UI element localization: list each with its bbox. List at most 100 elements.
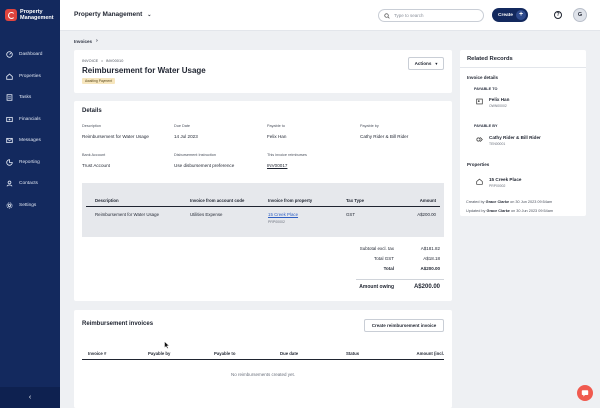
properties-heading: Properties: [467, 162, 490, 167]
gst-row: Total GST A$18.18: [312, 253, 440, 263]
breadcrumb-invoices[interactable]: Invoices: [74, 38, 93, 44]
actions-button[interactable]: Actions ▾: [408, 57, 444, 70]
cell-tax-type: GST: [346, 212, 356, 217]
app-switcher[interactable]: Property Management ⌄: [74, 11, 151, 18]
chevron-left-icon: ‹: [28, 394, 32, 401]
field-label: Due Date: [174, 124, 191, 128]
audit-user: Grace Clarke: [486, 209, 510, 213]
create-button-label: Create: [498, 12, 513, 18]
related-property[interactable]: 15 Creek Place PRP00002: [476, 177, 521, 188]
divider: [356, 279, 444, 280]
search-placeholder: Type to search: [394, 13, 424, 18]
column-header: Amount (incl.: [416, 351, 444, 356]
sidebar-item-label: Settings: [19, 202, 37, 208]
reimbursement-invoices-card: Reimbursement invoices Create reimbursem…: [74, 310, 452, 408]
sidebar-item-tasks[interactable]: Tasks: [0, 87, 60, 109]
payable-to-label: PAYABLE TO: [474, 87, 498, 91]
sidebar-item-contacts[interactable]: Contacts: [0, 173, 60, 195]
sidebar-item-messages[interactable]: Messages: [0, 130, 60, 152]
field-value: Reimbursement for Water Usage: [82, 134, 149, 139]
tasks-icon: [6, 94, 13, 101]
financials-icon: [6, 116, 13, 123]
audit-prefix: Updated by: [466, 209, 486, 213]
audit-prefix: Created by: [466, 200, 485, 204]
related-code: TEN00001: [489, 142, 506, 146]
invoice-type: INVOICE: [82, 59, 99, 63]
related-name: 15 Creek Place: [489, 177, 522, 182]
field-value: Use disbursement preference: [174, 163, 235, 168]
field-label: Description: [82, 124, 101, 128]
related-records-heading: Related Records: [467, 56, 513, 62]
reimbursements-table: Invoice # Payable by Payable to Due date…: [82, 348, 444, 360]
updated-by-text: Updated by Grace Clarke on 30 Jun 2023 0…: [466, 209, 553, 213]
contacts-icon: [6, 180, 13, 187]
related-payable-to[interactable]: Felix Han OWN00002: [476, 97, 509, 108]
column-header: Description: [95, 198, 119, 203]
sidebar-item-financials[interactable]: Financials: [0, 109, 60, 131]
audit-user: Grace Clarke: [485, 200, 510, 204]
sidebar-item-dashboard[interactable]: Dashboard: [0, 44, 60, 66]
dashboard-icon: [6, 51, 13, 58]
messages-icon: [6, 137, 13, 144]
sidebar-item-properties[interactable]: Properties: [0, 66, 60, 88]
avatar[interactable]: G: [573, 8, 587, 22]
create-button[interactable]: Create +: [492, 8, 528, 22]
column-header: Payable to: [214, 351, 236, 356]
audit-timestamp: on 30 Jun 2023 09:54am: [510, 209, 553, 213]
sidebar-item-reporting[interactable]: Reporting: [0, 152, 60, 174]
app-title: Property Management: [74, 11, 143, 18]
subtotal-label: Subtotal excl. tax: [359, 245, 394, 251]
column-header: Tax Type: [346, 198, 364, 203]
table-header: Invoice # Payable by Payable to Due date…: [82, 348, 444, 360]
sidebar-nav: Dashboard Properties Tasks Financials Me…: [0, 44, 60, 216]
home-icon: [6, 73, 13, 80]
sidebar-item-label: Financials: [19, 116, 41, 122]
related-payable-by[interactable]: Cathy Rider & Bill Rider TEN00001: [476, 135, 541, 146]
home-icon: [476, 178, 483, 185]
field-label: Payable to: [267, 124, 285, 128]
reimbursed-invoice-link[interactable]: INV00017: [267, 163, 288, 168]
cell-account-code: Utilities Expense: [190, 212, 223, 217]
field-bank-account: Bank Account Trust Account: [82, 153, 110, 168]
related-name: Felix Han: [489, 97, 510, 102]
related-records-card: Related Records Invoice details PAYABLE …: [460, 50, 586, 216]
collapse-sidebar-button[interactable]: ‹: [0, 387, 60, 408]
related-code: PRP00002: [489, 184, 506, 188]
cell-description: Reimbursement for Water Usage: [95, 212, 160, 217]
column-header: Payable by: [148, 351, 171, 356]
total-label: Total: [383, 265, 394, 271]
sidebar-item-settings[interactable]: Settings: [0, 195, 60, 217]
property-code: PRP00002: [268, 220, 285, 224]
top-bar: Property Management ⌄ Type to search Cre…: [60, 0, 600, 31]
totals: Subtotal excl. tax A$181.82 Total GST A$…: [312, 243, 440, 273]
contact-card-icon: [476, 98, 483, 105]
brand-logo[interactable]: Property Management: [5, 9, 54, 21]
related-code: OWN00002: [489, 104, 507, 108]
line-items-table: Description Invoice from account code In…: [86, 195, 440, 229]
search-icon: [384, 12, 390, 19]
property-link[interactable]: 15 Creek Place: [268, 212, 299, 217]
chat-button[interactable]: [577, 385, 593, 401]
create-reimbursement-invoice-button[interactable]: Create reimbursement invoice: [364, 319, 444, 332]
search-input[interactable]: Type to search: [378, 9, 484, 22]
amount-owing-row: Amount owing A$200.00: [312, 284, 440, 290]
settings-icon: [6, 202, 13, 209]
divider: [460, 67, 586, 68]
page-title: Reimbursement for Water Usage: [82, 66, 206, 75]
mouse-cursor-icon: [164, 341, 170, 349]
help-icon[interactable]: ?: [554, 11, 562, 19]
sidebar-item-label: Reporting: [19, 159, 40, 165]
created-by-text: Created by Grace Clarke on 30 Jun 2023 0…: [466, 200, 552, 204]
cell-amount: A$200.00: [417, 212, 436, 217]
logo-icon: [5, 9, 17, 21]
details-heading: Details: [82, 108, 102, 114]
chat-icon: [581, 390, 589, 397]
field-label: Bank Account: [82, 153, 106, 157]
status-badge: Awaiting Payment: [82, 78, 116, 84]
field-due-date: Due Date 14 Jul 2023: [174, 124, 198, 139]
column-header: Invoice from account code: [190, 198, 245, 203]
column-header: Amount: [419, 198, 436, 203]
field-disbursement-instruction: Disbursement Instruction Use disbursemen…: [174, 153, 234, 168]
gst-label: Total GST: [373, 255, 394, 261]
field-value: Cathy Rider & Bill Rider: [360, 134, 409, 139]
